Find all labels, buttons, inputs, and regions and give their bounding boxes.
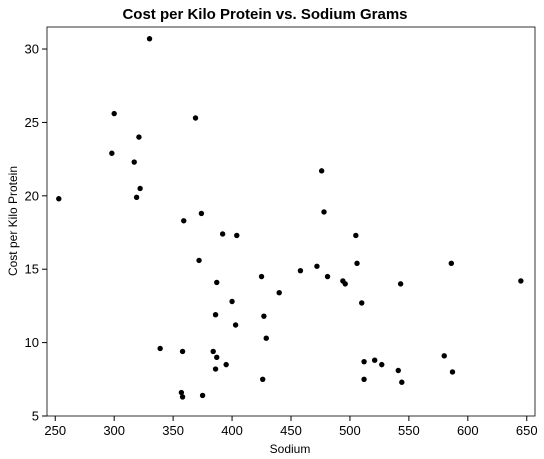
x-tick-label: 400 (221, 423, 243, 438)
x-tick-label: 250 (44, 423, 66, 438)
data-point (157, 345, 163, 352)
data-point (223, 361, 229, 368)
data-point (210, 348, 216, 355)
y-tick-label: 5 (32, 409, 39, 424)
data-point (441, 353, 447, 359)
data-point (318, 168, 325, 174)
data-point (518, 278, 524, 284)
data-point (395, 367, 401, 374)
data-point (229, 298, 235, 305)
y-axis-label: Cost per Kilo Protein (6, 166, 20, 276)
data-point (212, 312, 219, 318)
y-tick-label: 10 (25, 335, 39, 350)
data-point (219, 231, 226, 237)
data-point (361, 376, 367, 383)
data-point (56, 196, 62, 202)
data-point (448, 260, 455, 267)
data-point (397, 281, 404, 287)
x-tick-label: 500 (339, 423, 361, 438)
data-point (133, 194, 140, 200)
data-point (214, 279, 220, 286)
data-point (261, 313, 267, 319)
data-points (56, 36, 524, 400)
data-point (181, 218, 187, 224)
data-point (263, 335, 269, 341)
data-point (359, 300, 365, 306)
x-tick-label: 300 (103, 423, 125, 438)
data-point (258, 273, 265, 280)
data-point (109, 150, 115, 156)
data-point (449, 369, 456, 375)
data-point (354, 260, 360, 267)
data-point (234, 232, 240, 239)
data-point (353, 232, 359, 239)
data-point (297, 267, 304, 274)
x-tick-label: 450 (280, 423, 302, 438)
data-point (178, 389, 185, 396)
plot-frame (46, 26, 536, 417)
data-point (361, 358, 367, 365)
x-tick-label: 600 (457, 423, 479, 438)
data-point (399, 379, 405, 385)
data-point (199, 392, 206, 399)
y-tick-label: 15 (25, 262, 39, 277)
data-point (314, 263, 320, 269)
data-point (321, 209, 327, 215)
data-point (111, 110, 117, 117)
data-point (198, 210, 205, 217)
data-point (214, 354, 220, 360)
data-point (260, 376, 266, 383)
data-point (212, 366, 219, 372)
data-point (342, 281, 348, 287)
data-point (379, 361, 385, 368)
data-point (179, 394, 186, 400)
data-point (196, 257, 202, 264)
data-point (276, 289, 282, 296)
data-point (136, 134, 142, 140)
data-point (232, 322, 239, 328)
x-tick-label: 650 (516, 423, 538, 438)
y-tick-label: 25 (25, 115, 39, 130)
y-tick-label: 20 (25, 188, 39, 203)
data-point (324, 273, 331, 280)
x-axis: 250 300 350 400 450 500 550 600 650 (44, 416, 538, 438)
data-point (146, 36, 153, 42)
data-point (371, 357, 378, 363)
x-tick-label: 550 (398, 423, 420, 438)
x-axis-label: Sodium (270, 442, 311, 456)
data-point (179, 348, 186, 355)
data-point (137, 185, 143, 192)
x-tick-label: 350 (162, 423, 184, 438)
y-axis: 5 10 15 20 25 30 (25, 42, 47, 424)
data-point (131, 159, 137, 165)
data-point (192, 115, 199, 121)
y-tick-label: 30 (25, 42, 39, 57)
chart-title: Cost per Kilo Protein vs. Sodium Grams (122, 6, 407, 23)
